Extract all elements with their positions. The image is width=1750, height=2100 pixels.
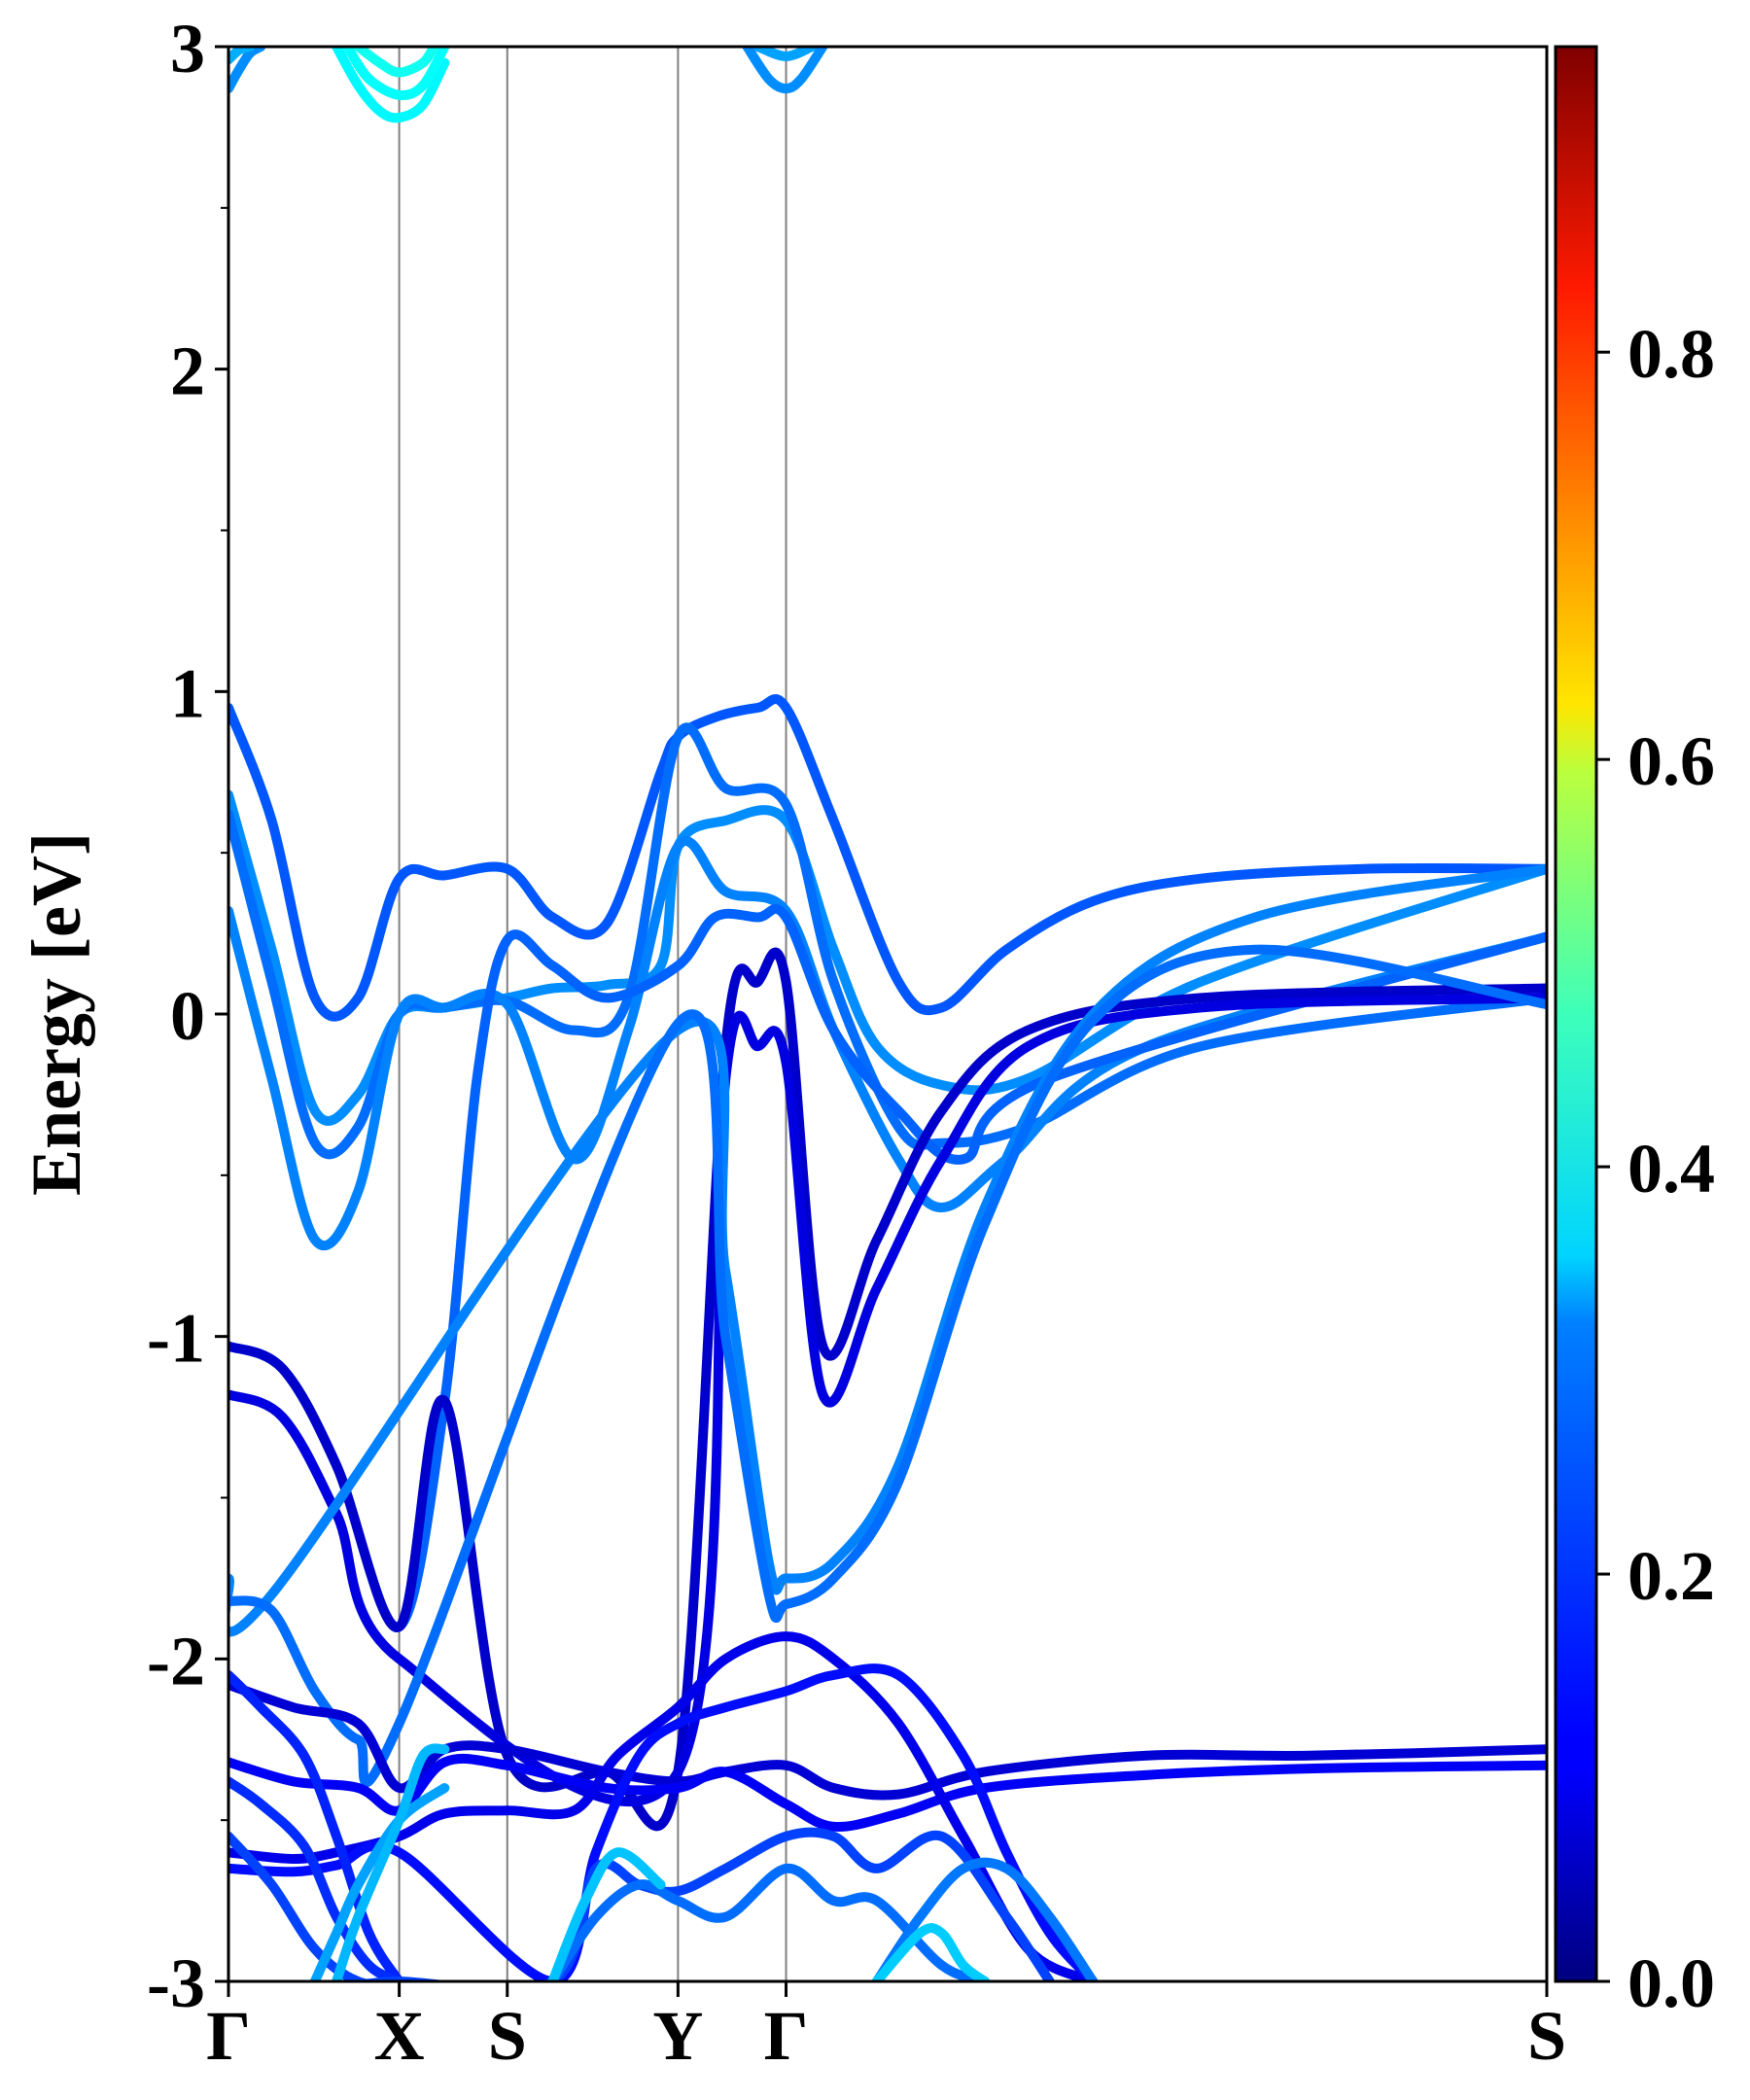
band-line-22 [871, 1923, 990, 1981]
band-line-27 [353, 47, 439, 78]
y-tick-label: -3 [147, 1944, 205, 2022]
y-tick-label: 1 [170, 654, 205, 732]
x-tick-label: Y [652, 1997, 703, 2075]
band-line-20 [547, 1847, 666, 1981]
band-lines [228, 47, 1547, 1981]
band-line-3 [228, 722, 1547, 1160]
band-line-17 [309, 1783, 450, 1981]
x-tick-label: S [1527, 1997, 1566, 2075]
colorbar-tick-label: 0.6 [1628, 722, 1715, 800]
y-tick-label: -1 [147, 1300, 205, 1378]
band-line-15 [228, 1776, 404, 1981]
x-tick-label: Γ [206, 1997, 251, 2075]
band-line-7 [228, 993, 1547, 1806]
band-line-25 [332, 47, 450, 123]
band-line-21 [871, 1857, 1099, 1981]
plot-frame [227, 45, 1549, 1983]
y-tick-label: 2 [170, 332, 205, 410]
band-line-28 [742, 47, 828, 94]
band-line-11 [228, 1753, 1547, 1833]
y-axis-title: Energy [eV] [18, 832, 95, 1196]
band-line-8 [228, 863, 1547, 1637]
band-line-18 [332, 1743, 450, 1981]
band-line-14 [228, 1669, 404, 1981]
colorbar [1554, 45, 1598, 1983]
band-line-26 [342, 47, 450, 101]
colorbar-ticks: 0.0 0.2 0.4 0.6 0.8 [1596, 315, 1715, 2022]
colorbar-tick-label: 0.0 [1628, 1944, 1715, 2022]
y-axis-ticks: -3 -2 -1 0 1 2 3 [147, 10, 228, 2022]
x-tick-label: S [488, 1997, 527, 2075]
y-tick-label: 3 [170, 10, 205, 88]
band-line-9 [228, 944, 1547, 1788]
band-line-4 [228, 835, 1547, 1251]
colorbar-tick-label: 0.4 [1628, 1130, 1715, 1208]
band-line-23 [228, 47, 266, 94]
band-line-6 [228, 947, 1547, 1832]
colorbar-tick-label: 0.2 [1628, 1537, 1715, 1615]
y-tick-label: -2 [147, 1622, 205, 1699]
band-line-1 [228, 694, 1547, 1022]
x-tick-label: X [374, 1997, 425, 2075]
x-tick-label: Γ [764, 1997, 809, 2075]
y-tick-label: 0 [170, 977, 205, 1055]
band-line-29 [752, 47, 818, 61]
colorbar-tick-label: 0.8 [1628, 315, 1715, 393]
